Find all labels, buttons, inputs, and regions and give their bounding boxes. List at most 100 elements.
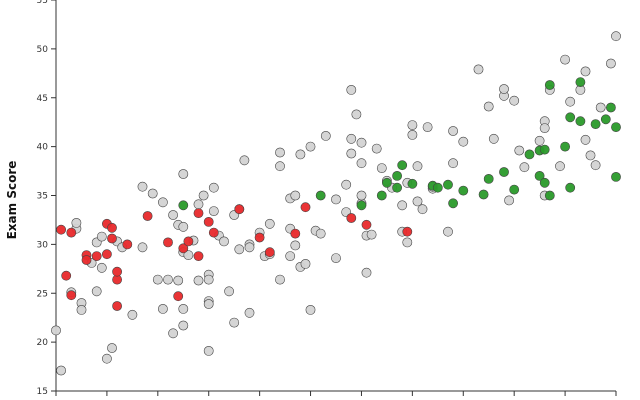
scatter-point-gray (76, 304, 87, 315)
scatter-point-gray (208, 182, 219, 193)
scatter-point-red (112, 301, 122, 311)
scatter-point-red (361, 219, 372, 230)
scatter-point-gray (91, 286, 102, 297)
scatter-point-green (376, 190, 387, 201)
scatter-point-green (509, 184, 520, 195)
scatter-point-gray (193, 199, 204, 210)
scatter-point-green (565, 182, 576, 193)
scatter-point-green (356, 200, 367, 211)
scatter-point-gray (315, 228, 326, 239)
scatter-point-gray (178, 320, 189, 331)
scatter-point-gray (193, 275, 204, 286)
scatter-point-gray (356, 137, 367, 148)
scatter-point-gray (203, 299, 214, 309)
scatter-point-gray (295, 149, 306, 160)
scatter-point-green (478, 189, 489, 200)
scatter-point-gray (448, 158, 458, 169)
scatter-point-red (234, 204, 245, 215)
scatter-point-gray (157, 303, 168, 314)
scatter-point-green (499, 167, 509, 177)
scatter-point-gray (71, 217, 82, 228)
scatter-point-red (173, 291, 184, 302)
scatter-point-gray (300, 258, 311, 269)
scatter-point-green (458, 185, 469, 196)
scatter-point-gray (239, 155, 250, 166)
scatter-point-gray (56, 365, 66, 376)
scatter-point-green (443, 179, 453, 190)
scatter-point-gray (275, 147, 285, 158)
scatter-point-gray (448, 126, 458, 136)
scatter-point-gray (595, 102, 606, 113)
scatter-point-gray (346, 133, 357, 144)
scatter-point-gray (331, 253, 341, 263)
scatter-point-green (381, 177, 392, 188)
scatter-point-green (534, 170, 545, 181)
scatter-point-gray (320, 130, 331, 141)
scatter-point-gray (234, 244, 245, 255)
scatter-point-red (264, 247, 275, 258)
scatter-point-gray (168, 328, 178, 339)
scatter-point-gray (534, 135, 545, 146)
scatter-point-gray (366, 229, 377, 240)
scatter-point-gray (356, 190, 367, 201)
scatter-point-red (81, 255, 92, 265)
scatter-point-red (163, 237, 173, 248)
scatter-point-gray (275, 161, 285, 172)
scatter-point-gray (488, 133, 499, 144)
scatter-point-gray (443, 226, 453, 237)
scatter-point-gray (361, 267, 372, 278)
scatter-point-gray (539, 123, 550, 134)
axes-layer: 15 20 25 30 35 40 45 50 55 (37, 0, 617, 397)
scatter-point-green (539, 177, 550, 188)
scatter-point-red (122, 239, 133, 250)
scatter-point-red (193, 251, 204, 261)
y-tick-label: 45 (37, 94, 48, 104)
scatter-point-gray (96, 231, 107, 242)
scatter-point-green (524, 149, 535, 160)
scatter-point-gray (417, 204, 428, 215)
scatter-point-green (611, 171, 621, 182)
scatter-point-red (402, 226, 413, 237)
scatter-point-gray (305, 141, 316, 152)
scatter-point-green (575, 77, 586, 87)
scatter-point-green (560, 141, 570, 152)
scatter-point-gray (178, 169, 189, 179)
scatter-point-gray (519, 162, 530, 173)
scatter-point-gray (560, 54, 570, 65)
scatter-point-gray (514, 145, 525, 156)
scatter-point-red (56, 224, 66, 235)
scatter-point-green (432, 182, 443, 193)
scatter-point-green (392, 170, 402, 181)
scatter-point-gray (102, 353, 112, 364)
y-tick-label: 20 (37, 338, 49, 348)
y-axis-title: Exam Score (5, 161, 19, 240)
scatter-point-gray (397, 200, 408, 211)
scatter-point-green (600, 114, 611, 125)
scatter-point-red (107, 222, 117, 233)
scatter-point-green (407, 178, 418, 189)
scatter-point-red (112, 266, 122, 277)
y-tick-label: 40 (37, 143, 49, 153)
scatter-point-red (203, 216, 214, 227)
scatter-point-gray (422, 122, 433, 132)
scatter-point-gray (290, 240, 301, 251)
scatter-point-red (102, 249, 112, 260)
scatter-point-green (606, 102, 616, 113)
scatter-point-gray (341, 179, 352, 190)
scatter-point-gray (178, 221, 189, 232)
scatter-point-gray (356, 158, 367, 169)
scatter-point-gray (412, 196, 423, 207)
scatter-point-green (611, 122, 621, 132)
scatter-point-gray (203, 274, 214, 285)
scatter-point-gray (483, 101, 494, 112)
scatter-point-green (448, 198, 458, 209)
scatter-point-gray (219, 236, 229, 247)
scatter-point-gray (351, 109, 362, 120)
scatter-point-gray (96, 262, 107, 273)
scatter-point-red (208, 227, 219, 238)
scatter-point-red (254, 232, 265, 243)
scatter-point-gray (224, 286, 234, 297)
scatter-point-gray (137, 181, 148, 192)
scatter-point-gray (168, 210, 178, 220)
